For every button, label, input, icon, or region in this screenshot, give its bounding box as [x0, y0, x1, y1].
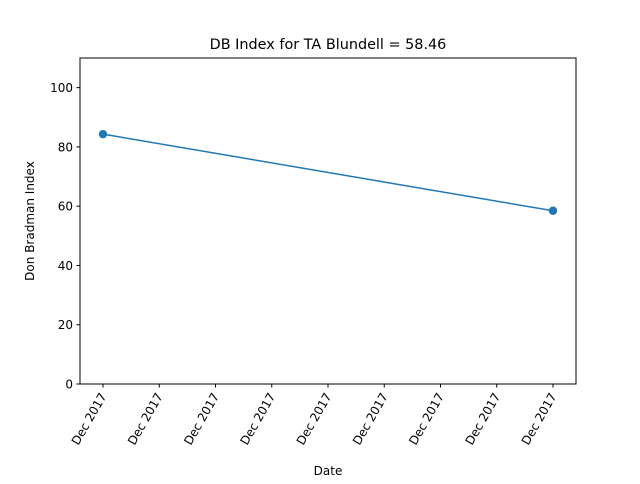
y-tick-label: 100: [50, 81, 73, 95]
y-tick-label: 60: [58, 200, 73, 214]
x-tick-label: Dec 2017: [69, 391, 110, 448]
x-tick-label: Dec 2017: [294, 391, 335, 448]
y-tick-label: 0: [65, 378, 73, 392]
x-tick-label: Dec 2017: [462, 391, 503, 448]
x-tick-label: Dec 2017: [181, 391, 222, 448]
x-tick-label: Dec 2017: [519, 391, 560, 448]
plot-frame: [79, 57, 577, 385]
x-tick-label: Dec 2017: [237, 391, 278, 448]
y-tick-label: 40: [58, 259, 73, 273]
series-layer: [98, 129, 558, 215]
x-axis: Dec 2017 Dec 2017 Dec 2017 Dec 2017 Dec 2017…: [69, 384, 560, 447]
data-point: [548, 206, 558, 215]
x-tick-label: Dec 2017: [350, 391, 391, 448]
data-point: [98, 129, 108, 139]
x-tick-label: Dec 2017: [125, 391, 166, 448]
x-axis-label: Date: [314, 464, 343, 478]
chart-title: DB Index for TA Blundell = 58.46: [210, 37, 447, 53]
x-tick-label: Dec 2017: [406, 391, 447, 448]
y-tick-label: 80: [58, 140, 73, 154]
y-axis-label: Don Bradman Index: [23, 161, 37, 281]
y-tick-label: 20: [58, 318, 73, 332]
y-axis: 0 20 40 60 80 100: [50, 81, 80, 392]
series-line: [102, 133, 554, 212]
